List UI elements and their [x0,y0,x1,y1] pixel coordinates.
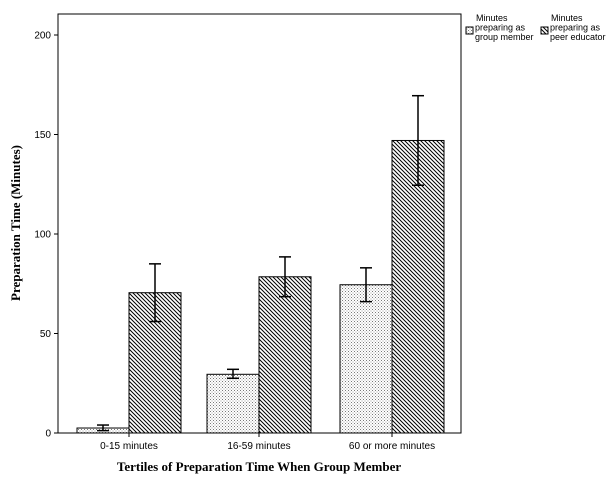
y-axis: 0 50 100 150 200 [34,31,58,440]
y-axis-title: Preparation Time (Minutes) [8,145,23,301]
y-tick-label: 200 [34,31,51,42]
legend-label-line: peer educator [550,32,606,42]
y-tick-label: 100 [34,230,51,241]
error-bar [279,256,291,298]
bar-peer-educator-1 [258,276,312,434]
bar-group-member-2 [339,284,393,434]
error-bar [149,263,161,323]
legend-label-line: group member [475,32,534,42]
x-axis: 0-15 minutes 16-59 minutes 60 or more minu… [100,433,435,452]
error-bars [97,94,424,432]
x-tick-label: 60 or more minutes [349,441,435,452]
bars [76,139,445,434]
legend-swatch [465,26,474,35]
bar-group-member-1 [206,373,260,434]
error-bar [227,368,239,380]
y-tick-label: 150 [34,130,51,141]
y-tick-label: 0 [45,429,51,440]
error-bar [360,267,372,303]
legend-label-line: Minutes [551,13,583,23]
y-tick-label: 50 [40,329,52,340]
error-bar [97,424,109,432]
x-axis-title: Tertiles of Preparation Time When Group … [117,459,402,474]
error-bar [412,94,424,186]
legend-label-line: preparing as [475,23,526,33]
legend-label-line: preparing as [550,23,601,33]
x-tick-label: 0-15 minutes [100,441,158,452]
legend-label-line: Minutes [476,13,508,23]
legend-swatch [540,26,549,35]
bar-peer-educator-2 [391,139,445,434]
x-tick-label: 16-59 minutes [227,441,290,452]
